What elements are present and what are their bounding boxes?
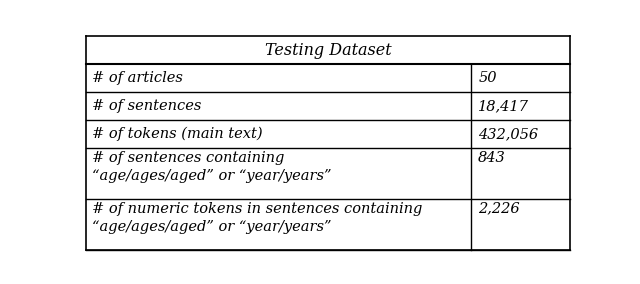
- Text: # of articles: # of articles: [92, 71, 183, 85]
- Text: 50: 50: [478, 71, 497, 85]
- Text: 18,417: 18,417: [478, 99, 529, 113]
- Text: # of sentences: # of sentences: [92, 99, 201, 113]
- Text: 843: 843: [478, 151, 506, 165]
- Text: Testing Dataset: Testing Dataset: [265, 42, 391, 59]
- Text: # of sentences containing
“age/ages/aged” or “year/years”: # of sentences containing “age/ages/aged…: [92, 151, 332, 183]
- Text: # of tokens (main text): # of tokens (main text): [92, 127, 262, 141]
- Text: 432,056: 432,056: [478, 127, 538, 141]
- Text: # of numeric tokens in sentences containing
“age/ages/aged” or “year/years”: # of numeric tokens in sentences contain…: [92, 202, 422, 234]
- Text: 2,226: 2,226: [478, 202, 520, 216]
